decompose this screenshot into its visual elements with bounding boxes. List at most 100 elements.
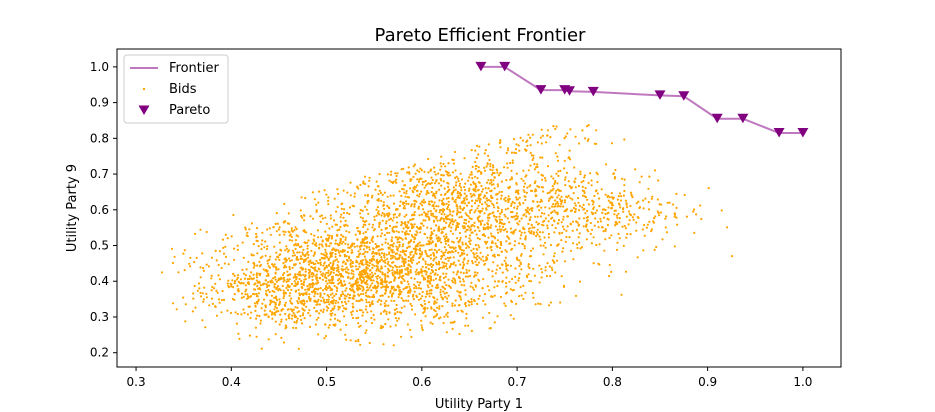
bid-point <box>427 242 430 246</box>
bid-point <box>532 200 535 203</box>
bid-point <box>374 242 377 246</box>
bid-point <box>324 280 328 283</box>
bid-point <box>404 195 407 198</box>
bid-point <box>361 289 364 292</box>
bid-point <box>624 270 628 273</box>
bid-point <box>409 260 413 263</box>
bid-point <box>357 273 361 276</box>
bid-point <box>210 289 213 292</box>
bid-point <box>459 296 462 299</box>
bid-point <box>368 295 371 299</box>
bid-point <box>437 225 440 228</box>
bid-point <box>395 307 398 310</box>
bid-point <box>422 198 425 201</box>
bid-point <box>446 181 449 184</box>
bid-point <box>247 281 250 284</box>
bid-point <box>314 243 317 246</box>
bid-point <box>323 337 326 340</box>
bid-point <box>263 282 266 285</box>
bid-point <box>695 213 698 216</box>
bid-point <box>469 211 472 214</box>
bid-point <box>235 322 238 325</box>
bid-point <box>446 207 449 210</box>
bid-point <box>295 278 298 281</box>
bid-point <box>700 217 703 221</box>
bid-point <box>287 273 290 276</box>
bid-point <box>464 275 467 278</box>
bid-point <box>443 281 446 284</box>
bid-point <box>586 125 589 128</box>
bid-point <box>454 264 457 267</box>
bid-point <box>391 219 394 222</box>
bid-point <box>325 271 328 275</box>
bid-point <box>518 272 521 275</box>
bid-point <box>307 288 310 292</box>
bid-point <box>435 301 438 304</box>
bid-point <box>544 179 547 182</box>
bid-point <box>381 271 384 274</box>
bid-point <box>591 213 594 216</box>
bid-point <box>431 240 434 243</box>
bid-point <box>256 239 259 243</box>
bid-point <box>412 255 415 258</box>
bid-point <box>445 313 448 316</box>
bid-point <box>431 186 434 189</box>
bid-point <box>394 257 397 260</box>
bid-point <box>412 298 415 301</box>
bid-point <box>413 287 416 290</box>
bid-point <box>522 189 525 192</box>
legend-box <box>123 54 229 124</box>
bid-point <box>442 197 445 201</box>
bid-point <box>454 176 457 179</box>
bid-point <box>408 245 411 248</box>
bid-point <box>385 299 388 303</box>
bid-point <box>414 233 417 236</box>
bid-point <box>405 230 408 233</box>
bid-point <box>334 242 337 245</box>
bid-point <box>528 212 531 215</box>
bid-point <box>398 241 401 244</box>
bid-point <box>587 230 590 233</box>
bid-point <box>339 254 342 257</box>
bid-point <box>433 201 436 204</box>
bid-point <box>264 306 267 309</box>
bid-point <box>324 335 328 338</box>
bid-point <box>515 256 519 259</box>
bid-point <box>282 230 285 233</box>
bid-point <box>603 249 606 252</box>
bid-point <box>406 232 409 235</box>
bid-point <box>431 270 434 274</box>
bid-point <box>266 228 269 231</box>
bid-point <box>367 288 370 291</box>
bid-point <box>433 248 436 251</box>
bid-point <box>378 173 381 176</box>
bid-point <box>414 172 417 175</box>
bid-point <box>363 278 366 281</box>
bid-point <box>363 273 366 276</box>
bid-point <box>428 274 431 278</box>
bid-point <box>555 189 558 192</box>
bid-point <box>267 338 270 341</box>
bid-point <box>372 293 375 297</box>
bid-point <box>245 268 248 271</box>
bid-point <box>370 196 374 199</box>
bid-point <box>527 169 530 172</box>
bid-point <box>268 227 271 230</box>
bid-point <box>470 195 473 198</box>
bid-point <box>388 246 391 249</box>
bid-point <box>300 196 303 199</box>
bid-point <box>500 243 503 247</box>
bid-point <box>293 284 296 287</box>
bid-point <box>291 239 294 242</box>
bid-point <box>452 247 456 250</box>
bid-point <box>486 205 489 208</box>
bid-point <box>304 278 307 281</box>
bid-point <box>282 277 285 280</box>
bid-point <box>454 184 458 187</box>
bid-point <box>460 178 464 181</box>
bid-point <box>534 188 537 191</box>
bid-point <box>210 277 213 280</box>
bid-point <box>338 228 341 231</box>
bid-point <box>522 179 525 182</box>
bid-point <box>451 193 454 196</box>
